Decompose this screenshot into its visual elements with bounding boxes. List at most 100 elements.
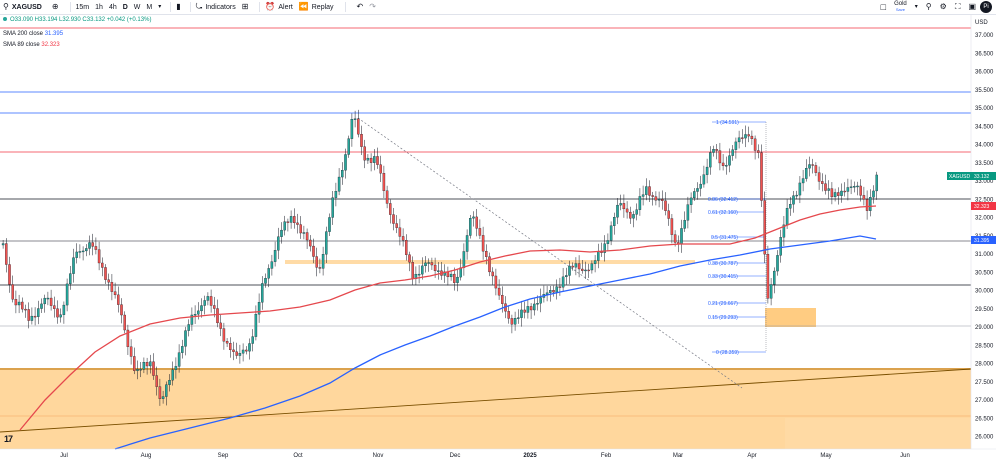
candle-body (616, 204, 619, 218)
candle-body (152, 361, 155, 376)
time-tick-label: Oct (293, 453, 303, 459)
candle-body (353, 118, 357, 120)
candle-body (673, 234, 677, 243)
timeframe-w[interactable]: W (133, 3, 141, 11)
candle-body (21, 301, 24, 310)
timeframe-15m[interactable]: 15m (75, 3, 90, 11)
chevron-down-icon[interactable]: ▾ (158, 4, 162, 10)
sma200-legend[interactable]: SMA 200 close 31.395 (3, 31, 63, 37)
layout-icon[interactable]: □ (880, 2, 887, 12)
time-tick-label: Sep (218, 453, 229, 459)
time-axis[interactable]: Jul Aug Sep Oct Nov Dec 2025 Feb Mar Apr May Jun (60, 453, 910, 459)
candle-body (481, 235, 485, 252)
fib-retracement[interactable]: 1 (34.591) 0.86 (32.412) 0.61 (32.160) 0… (708, 120, 767, 356)
candle-body (142, 362, 146, 370)
chevron-down-icon[interactable]: ▾ (914, 4, 918, 10)
candle-body (155, 375, 158, 387)
long-trendline[interactable] (0, 368, 972, 433)
candlestick-series[interactable] (1, 109, 878, 406)
price-tick-label: 35.500 (975, 88, 994, 94)
candle-body (750, 135, 754, 140)
fullscreen-icon[interactable]: ⛶ (954, 2, 961, 11)
candle-style-icon[interactable]: ▮ (176, 2, 181, 11)
candle-body (808, 164, 811, 169)
candle-body (133, 356, 136, 371)
sma200-line[interactable] (114, 235, 877, 450)
alert-button[interactable]: ⏰ Alert (265, 3, 292, 11)
candle-body (62, 304, 66, 315)
candle-body (609, 225, 613, 241)
candle-body (277, 236, 280, 251)
candle-body (491, 271, 494, 277)
descending-trendline[interactable] (357, 117, 743, 389)
layout-name: Gold (894, 1, 907, 7)
candle-body (341, 170, 344, 178)
sma200-label: SMA 200 close (3, 31, 44, 37)
price-chart[interactable]: 1 (34.591) 0.86 (32.412) 0.61 (32.160) 0… (0, 15, 996, 460)
candle-body (350, 119, 354, 139)
candle-body (203, 300, 206, 306)
grid-icon[interactable]: ⊞ (241, 2, 249, 11)
candle-body (85, 248, 88, 252)
candle-body (69, 273, 72, 285)
candle-body (856, 185, 859, 188)
fib-label: 0.86 (32.412) (708, 197, 738, 203)
candle-body (171, 369, 174, 381)
timeframe-4h[interactable]: 4h (108, 3, 117, 11)
timeframe-m[interactable]: M (146, 3, 153, 11)
redo-icon[interactable]: ↷ (369, 2, 376, 11)
symbol-name: XAGUSD (11, 3, 42, 11)
candle-body (683, 220, 686, 229)
candle-body (638, 196, 642, 210)
timeframe-d[interactable]: D (122, 3, 128, 11)
candle-body (5, 243, 8, 265)
candle-body (312, 245, 315, 257)
candle-body (283, 221, 286, 231)
price-axis[interactable]: 37.000 36.500 36.000 35.500 35.000 34.500 34.0… (970, 15, 994, 449)
candle-body (789, 204, 792, 209)
candle-body (833, 192, 837, 198)
candle-body (472, 216, 475, 219)
candle-body (392, 214, 395, 224)
candle-body (510, 318, 514, 325)
candle-body (875, 174, 878, 192)
symbol-search[interactable]: ⚲ XAGUSD (3, 3, 42, 11)
candle-body (177, 352, 181, 367)
time-tick-label: Jun (900, 453, 910, 459)
candle-body (549, 290, 552, 293)
time-tick-label: Feb (601, 453, 612, 459)
candle-body (581, 268, 584, 271)
avatar[interactable]: Pi (980, 1, 992, 13)
timeframe-1h[interactable]: 1h (95, 3, 103, 11)
undo-icon[interactable]: ↶ (356, 2, 364, 11)
candle-body (577, 263, 581, 270)
sma89-line[interactable] (19, 205, 877, 431)
candle-body (798, 182, 802, 196)
camera-icon[interactable]: ▣ (968, 2, 976, 11)
price-tick-label: 34.000 (975, 143, 994, 149)
candle-body (241, 349, 245, 354)
price-tick-label: 28.500 (975, 343, 994, 349)
candle-body (325, 231, 328, 255)
candle-body (401, 236, 405, 241)
gear-icon[interactable]: ⚙ (939, 2, 947, 11)
layout-status: Save (895, 7, 905, 12)
sma89-label: SMA 89 close (3, 42, 40, 48)
candle-body (552, 290, 555, 293)
plus-circle-icon[interactable]: ⊕ (51, 2, 59, 11)
time-tick-label: 2025 (523, 453, 537, 459)
candle-body (430, 262, 434, 266)
layout-save-button[interactable]: Gold Save (894, 1, 907, 13)
candle-body (94, 246, 98, 250)
price-tick-label: 36.500 (975, 51, 994, 57)
candle-body (366, 157, 370, 161)
search-icon[interactable]: ⚲ (925, 2, 932, 11)
sma89-legend[interactable]: SMA 89 close 32.323 (3, 42, 60, 48)
candle-body (385, 190, 389, 204)
indicators-button[interactable]: ⤿ Indicators (196, 3, 236, 11)
replay-button[interactable]: ⏪ Replay (299, 3, 334, 11)
candle-body (645, 186, 648, 195)
currency-label[interactable]: USD (975, 20, 988, 26)
candle-body (513, 318, 517, 325)
candle-body (561, 276, 565, 288)
